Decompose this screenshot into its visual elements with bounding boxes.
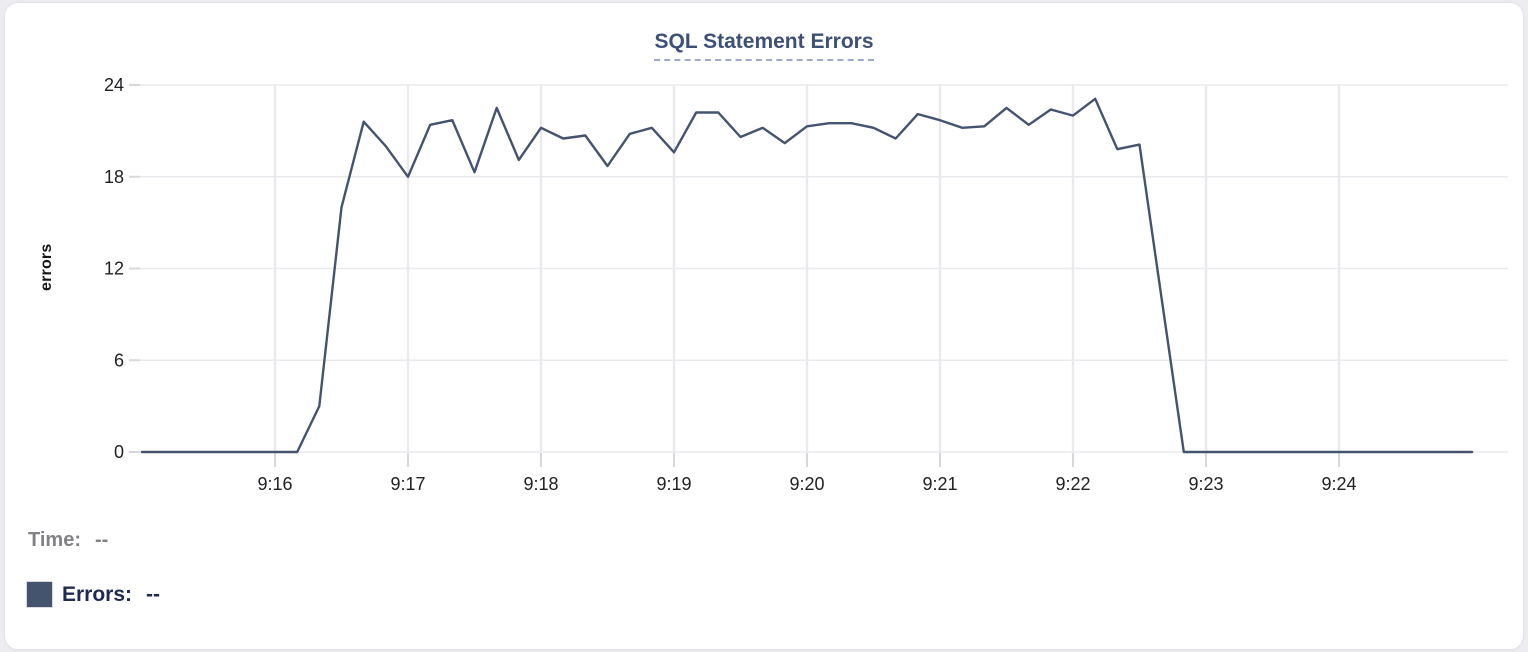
- svg-text:9:17: 9:17: [390, 474, 425, 494]
- svg-text:0: 0: [114, 442, 124, 462]
- svg-text:9:18: 9:18: [523, 474, 558, 494]
- svg-text:9:16: 9:16: [257, 474, 292, 494]
- svg-text:9:21: 9:21: [922, 474, 957, 494]
- legend-time-value: --: [94, 529, 109, 551]
- svg-text:9:24: 9:24: [1321, 474, 1356, 494]
- chart-title[interactable]: SQL Statement Errors: [654, 30, 874, 61]
- legend-errors-label: Errors:: [62, 582, 133, 606]
- y-axis-label: errors: [38, 243, 55, 291]
- svg-text:18: 18: [104, 167, 124, 187]
- svg-text:24: 24: [104, 75, 124, 95]
- legend-time-row: Time: --: [28, 529, 108, 552]
- svg-text:9:22: 9:22: [1055, 474, 1090, 494]
- chart-header: SQL Statement Errors: [0, 30, 1528, 61]
- errors-series-swatch-icon: [26, 581, 53, 608]
- svg-text:9:19: 9:19: [656, 474, 691, 494]
- svg-text:9:23: 9:23: [1188, 474, 1223, 494]
- legend-time-label: Time:: [28, 529, 81, 551]
- svg-text:12: 12: [104, 259, 124, 279]
- svg-text:6: 6: [114, 350, 124, 370]
- legend-errors-row: Errors: --: [26, 581, 160, 608]
- svg-text:9:20: 9:20: [789, 474, 824, 494]
- legend-errors-value: --: [146, 582, 161, 606]
- chart-card: [4, 2, 1524, 650]
